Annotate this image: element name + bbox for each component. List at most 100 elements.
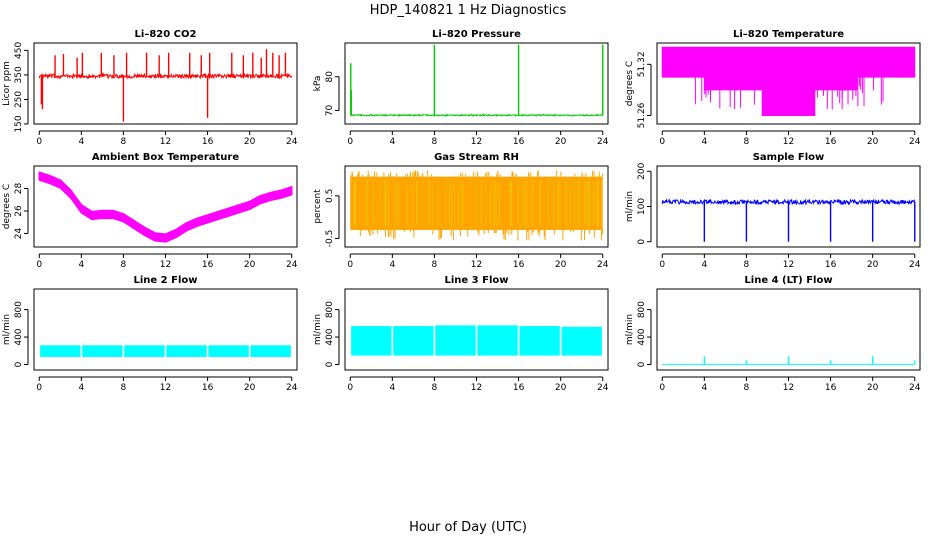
- plot-frame: [33, 288, 298, 371]
- y-axis-label: degrees C: [625, 61, 635, 106]
- y-tick-label: 150: [14, 115, 24, 132]
- y-tick-label: 24: [14, 228, 24, 240]
- y-axis-label: kPa: [313, 76, 323, 92]
- y-axis-label: ml/min: [625, 191, 635, 222]
- y-tick-label: 0.5: [325, 189, 335, 203]
- x-tick-label: 0: [347, 137, 353, 147]
- x-tick-label: 16: [202, 137, 214, 147]
- x-tick-label: 4: [701, 383, 707, 393]
- x-tick-label: 12: [160, 260, 171, 270]
- flow-segment: [250, 345, 291, 357]
- flow-segment: [561, 326, 602, 356]
- y-tick-label: 0: [637, 239, 647, 245]
- x-tick-label: 12: [783, 137, 794, 147]
- x-tick-label: 0: [659, 383, 665, 393]
- y-tick-label: 800: [325, 301, 335, 318]
- x-tick-label: 12: [783, 260, 794, 270]
- x-tick-label: 4: [78, 383, 84, 393]
- plot-frame: [33, 42, 298, 125]
- x-tick-label: 20: [244, 383, 256, 393]
- x-tick-label: 24: [597, 137, 609, 147]
- flow-segment: [124, 345, 165, 357]
- x-tick-label: 16: [513, 260, 525, 270]
- panel-6: Line 2 Flow ml/min 0 4 8 12 16 20 24 0 400 800: [2, 275, 298, 393]
- series-line: [349, 113, 603, 118]
- x-tick-label: 20: [555, 260, 567, 270]
- panel-4: Gas Stream RH percent 0 4 8 12 16 20 24 -0.5 0.5: [313, 152, 609, 270]
- y-tick-label: 0: [637, 361, 647, 367]
- panel-0: Li–820 CO2 Licor ppm 0 4 8 12 16 20 24 150 250 350 4…: [2, 29, 298, 147]
- x-tick-label: 0: [36, 383, 42, 393]
- y-tick-label: 450: [14, 42, 24, 59]
- x-tick-label: 20: [555, 137, 567, 147]
- series-marks: [350, 170, 603, 241]
- y-axis-label: Licor ppm: [2, 61, 12, 106]
- x-tick-label: 8: [432, 260, 438, 270]
- plot-frame: [344, 165, 609, 248]
- y-tick-label: 800: [14, 301, 24, 318]
- x-tick-label: 12: [160, 383, 171, 393]
- panel-title: Ambient Box Temperature: [92, 152, 239, 163]
- x-tick-label: 24: [286, 260, 298, 270]
- x-tick-label: 0: [36, 260, 42, 270]
- panel-8: Line 4 (LT) Flow ml/min 0 4 8 12 16 20 24 0 400 800: [625, 275, 921, 393]
- x-tick-label: 12: [471, 137, 482, 147]
- x-tick-label: 20: [867, 137, 879, 147]
- ambient-temperature-band: [38, 171, 293, 243]
- x-tick-label: 4: [78, 137, 84, 147]
- x-tick-label: 12: [783, 383, 794, 393]
- y-tick-label: 70: [325, 105, 335, 117]
- y-tick-label: 0: [325, 361, 335, 367]
- series-marks: [349, 44, 604, 118]
- x-tick-label: 12: [471, 260, 482, 270]
- x-tick-label: 16: [202, 383, 214, 393]
- x-tick-label: 24: [909, 260, 921, 270]
- y-tick-label: 400: [637, 328, 647, 345]
- plot-frame: [656, 42, 921, 125]
- x-tick-label: 0: [36, 137, 42, 147]
- y-axis-label: degrees C: [2, 184, 12, 229]
- x-tick-label: 20: [555, 383, 567, 393]
- plot-frame: [33, 165, 298, 248]
- x-tick-label: 0: [347, 383, 353, 393]
- panel-title: Li–820 CO2: [135, 29, 197, 40]
- flow-segment: [435, 325, 476, 356]
- x-tick-label: 24: [286, 137, 298, 147]
- x-tick-label: 8: [744, 137, 750, 147]
- panels-group: Li–820 CO2 Licor ppm 0 4 8 12 16 20 24 150 250 350 4…: [2, 29, 921, 393]
- panel-title: Sample Flow: [753, 152, 825, 163]
- y-tick-label: 350: [14, 66, 24, 83]
- x-tick-label: 12: [160, 137, 171, 147]
- x-tick-label: 20: [867, 260, 879, 270]
- x-tick-label: 24: [909, 137, 921, 147]
- x-tick-label: 8: [744, 383, 750, 393]
- x-tick-label: 20: [244, 260, 256, 270]
- y-axis-label: ml/min: [313, 314, 323, 345]
- panel-3: Ambient Box Temperature degrees C 0 4 8 12 16 2…: [2, 152, 298, 270]
- flow-segment: [351, 326, 392, 356]
- x-tick-label: 8: [121, 137, 127, 147]
- y-tick-label: 800: [637, 301, 647, 318]
- x-tick-label: 0: [659, 260, 665, 270]
- y-tick-label: 200: [637, 162, 647, 179]
- y-tick-label: 250: [14, 91, 24, 108]
- y-axis-label: ml/min: [625, 314, 635, 345]
- plot-frame: [656, 288, 921, 371]
- x-tick-label: 4: [389, 260, 395, 270]
- flow-segment: [393, 326, 434, 356]
- x-tick-label: 24: [597, 383, 609, 393]
- plot-frame: [344, 288, 609, 371]
- panel-title: Li–820 Temperature: [733, 29, 844, 40]
- y-tick-label: 80: [325, 71, 335, 83]
- y-tick-label: 400: [14, 328, 24, 345]
- figure-xlabel: Hour of Day (UTC): [409, 520, 527, 535]
- x-tick-label: 4: [389, 137, 395, 147]
- plot-frame: [656, 165, 921, 248]
- y-tick-label: -0.5: [325, 230, 335, 248]
- panel-2: Li–820 Temperature degrees C 0 4 8 12 16 20 24 51…: [625, 29, 921, 147]
- x-tick-label: 16: [825, 383, 837, 393]
- y-tick-label: 400: [325, 328, 335, 345]
- panel-5: Sample Flow ml/min 0 4 8 12 16 20 24 0 100 200: [625, 152, 921, 270]
- panel-title: Gas Stream RH: [434, 152, 519, 163]
